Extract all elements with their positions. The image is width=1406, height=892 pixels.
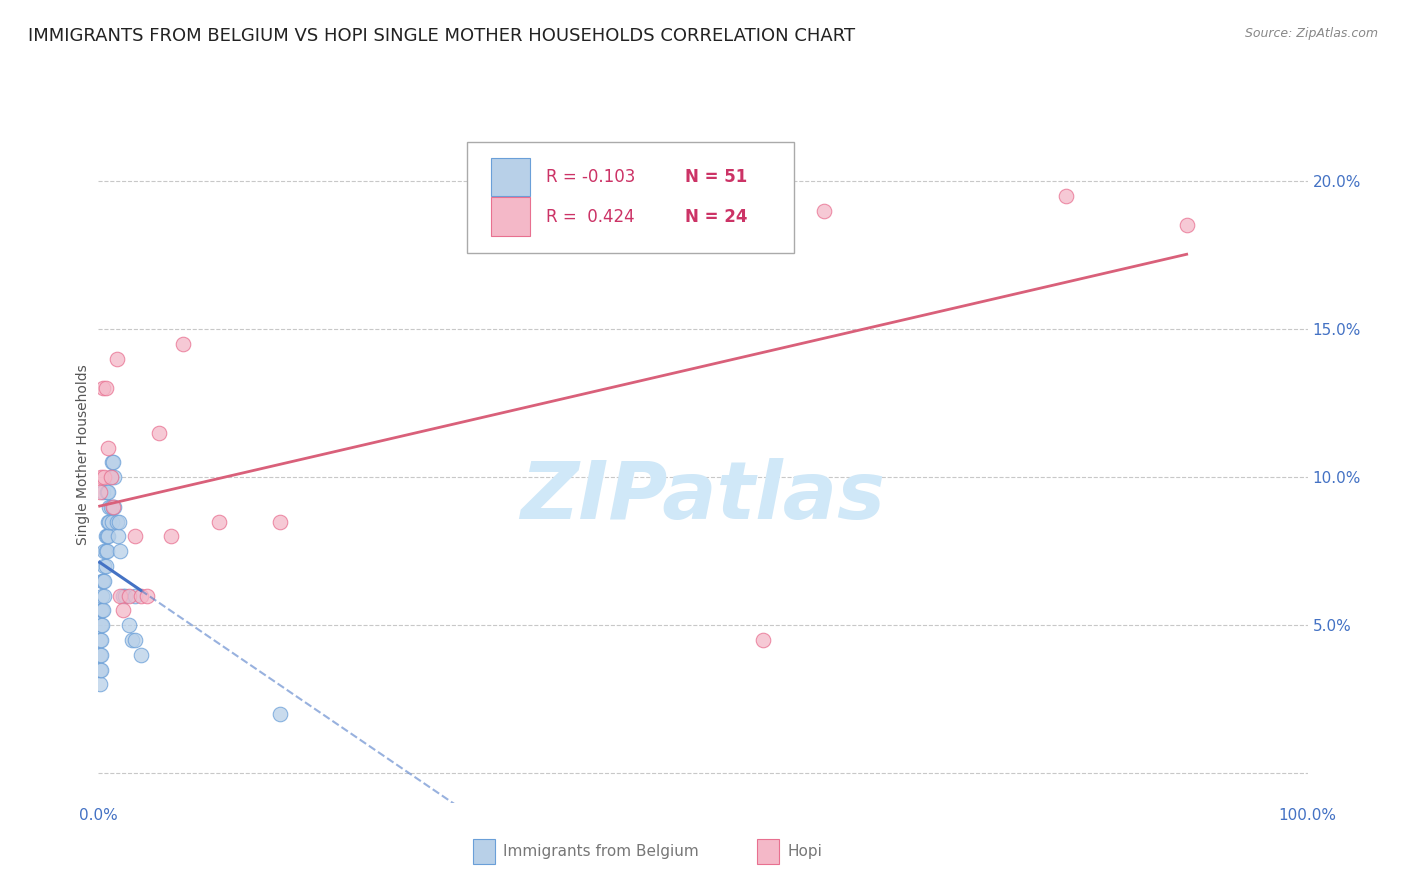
Point [91,574,114,588]
Point [1054,189,1077,203]
Bar [492,197,530,235]
Point [129,648,152,662]
Point [96,484,118,499]
Point [90,632,112,647]
Point [90,603,112,617]
Point [172,337,194,351]
Point [101,455,124,469]
Point [121,632,143,647]
Point [93,589,115,603]
Point [94,529,117,543]
Point [100,500,122,514]
Point [103,470,125,484]
Point [91,618,114,632]
Point [94,381,117,395]
Point [111,603,134,617]
Point [108,589,131,603]
Y-axis label: Single Mother Households: Single Mother Households [76,365,90,545]
Bar [492,158,530,196]
Point [100,455,122,469]
Point [269,515,291,529]
Point [93,470,115,484]
Point [97,441,120,455]
Point [90,663,112,677]
Point [111,589,134,603]
Text: Immigrants from Belgium: Immigrants from Belgium [503,844,699,859]
Point [105,351,128,366]
Point [100,470,122,484]
Point [124,529,146,543]
Point [97,529,120,543]
Bar [758,839,779,863]
Point [100,470,122,484]
Point [118,589,141,603]
FancyBboxPatch shape [467,142,793,253]
Point [813,203,835,218]
Point [93,544,115,558]
Point [94,544,117,558]
Point [98,515,121,529]
Point [89,484,111,499]
Point [89,677,111,691]
Bar [474,839,495,863]
Point [91,381,114,395]
Point [103,500,125,514]
Text: N = 24: N = 24 [685,208,748,226]
Text: ZIPatlas: ZIPatlas [520,458,886,536]
Point [208,515,231,529]
Point [91,589,114,603]
Point [124,632,146,647]
Point [94,558,117,573]
Point [89,663,111,677]
Text: R = -0.103: R = -0.103 [546,168,636,186]
Point [97,484,120,499]
Point [98,500,121,514]
Point [148,425,170,440]
Point [100,515,122,529]
Point [101,500,124,514]
Point [269,706,291,721]
Point [91,603,114,617]
Point [101,500,124,514]
Point [96,529,118,543]
Text: Source: ZipAtlas.com: Source: ZipAtlas.com [1244,27,1378,40]
Point [90,470,112,484]
Point [107,529,129,543]
Point [108,544,131,558]
Point [93,574,115,588]
Point [124,589,146,603]
Point [96,544,118,558]
Point [91,574,114,588]
Point [118,618,141,632]
Text: IMMIGRANTS FROM BELGIUM VS HOPI SINGLE MOTHER HOUSEHOLDS CORRELATION CHART: IMMIGRANTS FROM BELGIUM VS HOPI SINGLE M… [28,27,855,45]
Point [89,632,111,647]
Point [108,515,131,529]
Point [90,648,112,662]
Point [160,529,183,543]
Point [135,589,157,603]
Point [105,515,128,529]
Text: N = 51: N = 51 [685,168,747,186]
Text: Hopi: Hopi [787,844,823,859]
Point [90,618,112,632]
Point [93,558,115,573]
Point [114,589,136,603]
Point [91,603,114,617]
Point [1175,219,1198,233]
Point [129,589,152,603]
Point [752,632,775,647]
Point [97,515,120,529]
Text: R =  0.424: R = 0.424 [546,208,634,226]
Point [89,648,111,662]
Point [91,484,114,499]
